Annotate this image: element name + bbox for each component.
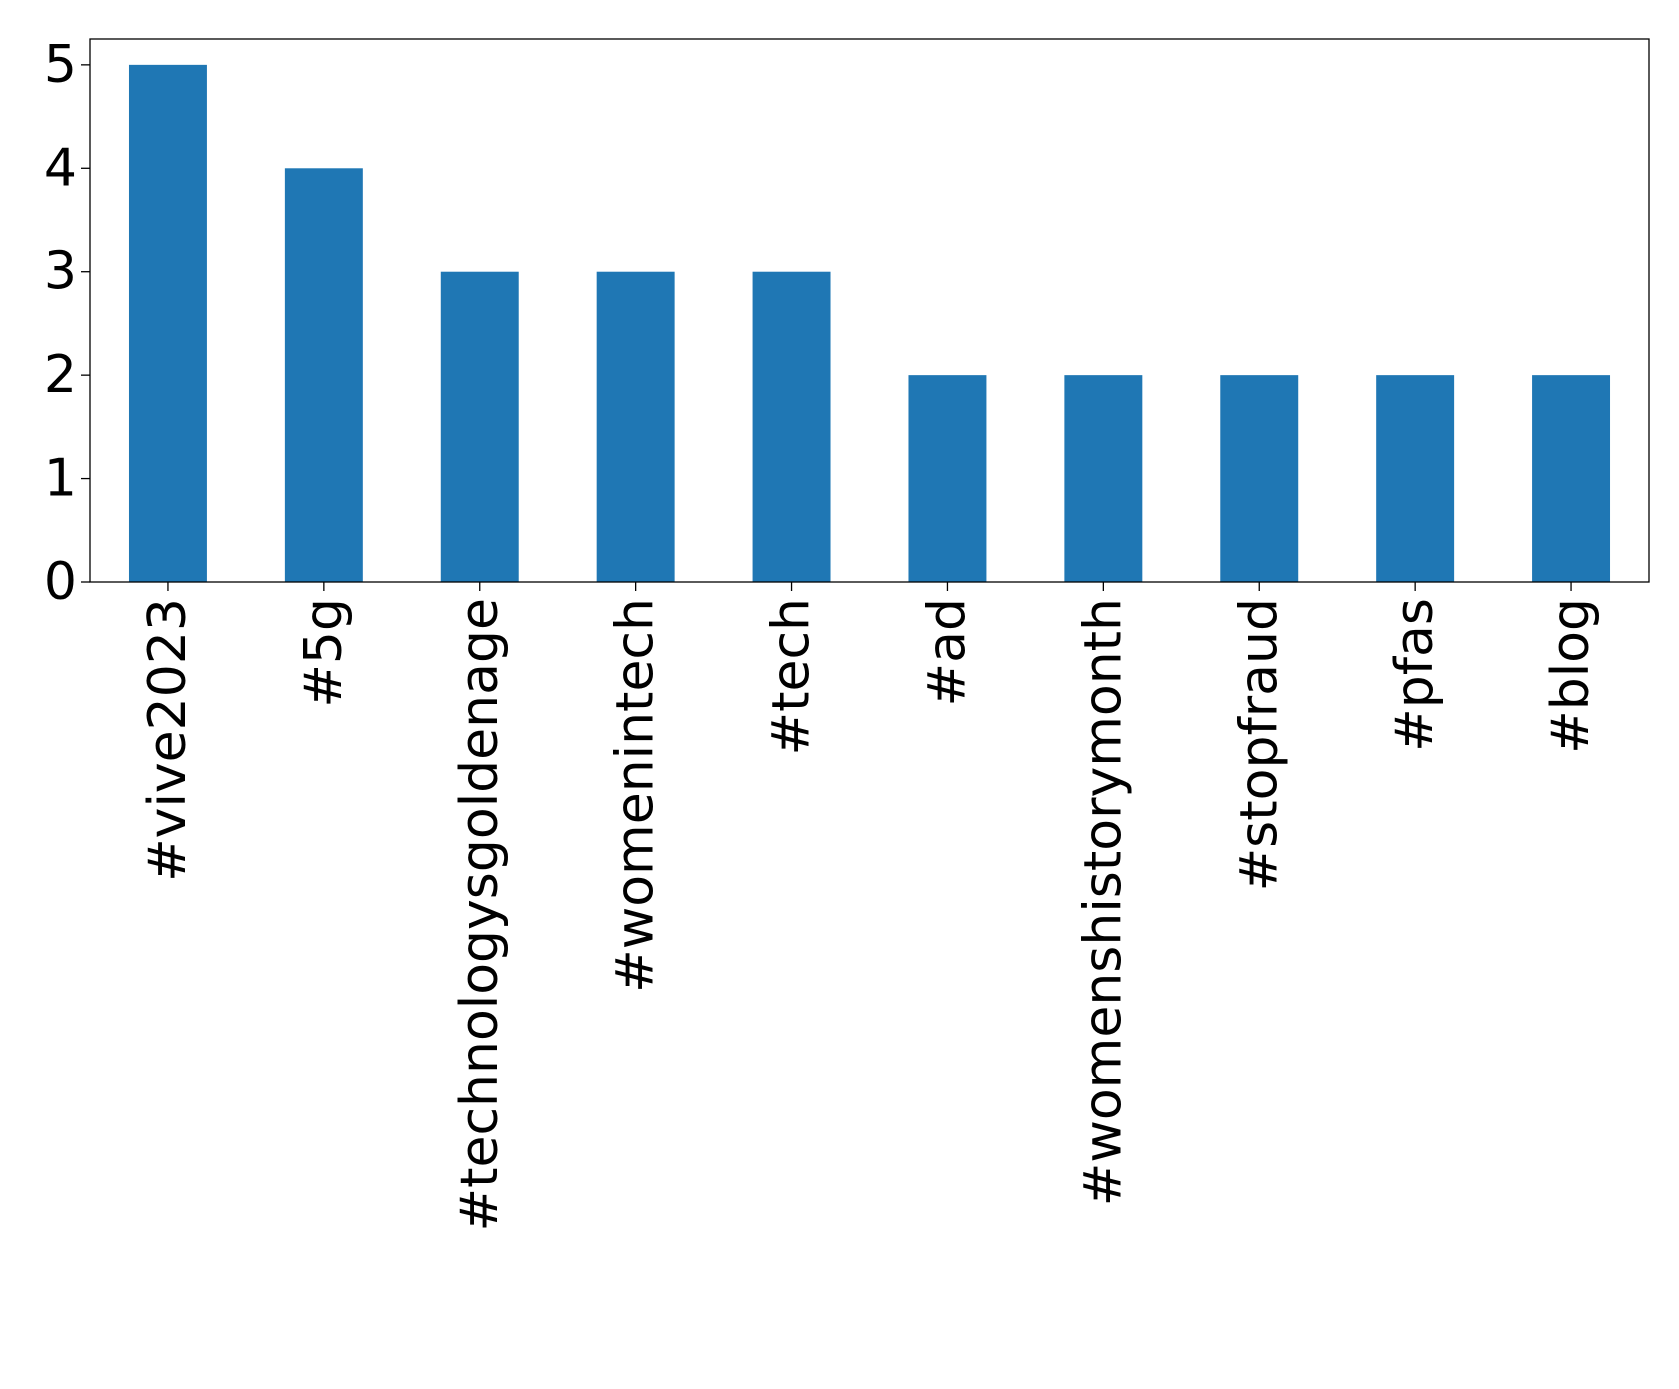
- bar: [1532, 375, 1611, 582]
- x-tick-label: #technologysgoldenage: [450, 598, 510, 1232]
- bar: [908, 375, 987, 582]
- bar: [1376, 375, 1455, 582]
- y-tick-label: 3: [44, 242, 77, 302]
- x-tick-label: #ad: [917, 598, 977, 706]
- x-tick-label: #womenintech: [606, 598, 666, 993]
- x-tick-label: #stopfraud: [1229, 598, 1289, 891]
- y-tick-label: 5: [44, 35, 77, 95]
- x-tick-label: #pfas: [1385, 598, 1445, 752]
- x-tick-label: #tech: [762, 598, 822, 756]
- bar: [596, 271, 675, 582]
- axes-frame: [89, 38, 1650, 583]
- bar: [1064, 375, 1143, 582]
- x-tick-label: #womenshistorymonth: [1073, 598, 1133, 1206]
- bar: [128, 64, 207, 583]
- bar: [752, 271, 831, 582]
- bar: [1220, 375, 1299, 582]
- y-tick-label: 0: [44, 552, 77, 612]
- x-axis: #vive2023 #5g #technologysgoldenage #womeni…: [138, 582, 1601, 1232]
- y-axis: 0 1 2 3 4 5: [44, 35, 90, 612]
- x-tick-label: #vive2023: [138, 598, 198, 882]
- y-tick-label: 1: [44, 449, 77, 509]
- bar: [284, 168, 363, 583]
- x-tick-label: #blog: [1541, 598, 1601, 754]
- y-tick-label: 2: [44, 345, 77, 405]
- bars-group: [128, 64, 1611, 583]
- x-tick-label: #5g: [294, 598, 354, 708]
- y-tick-label: 4: [44, 138, 77, 198]
- bar: [440, 271, 519, 582]
